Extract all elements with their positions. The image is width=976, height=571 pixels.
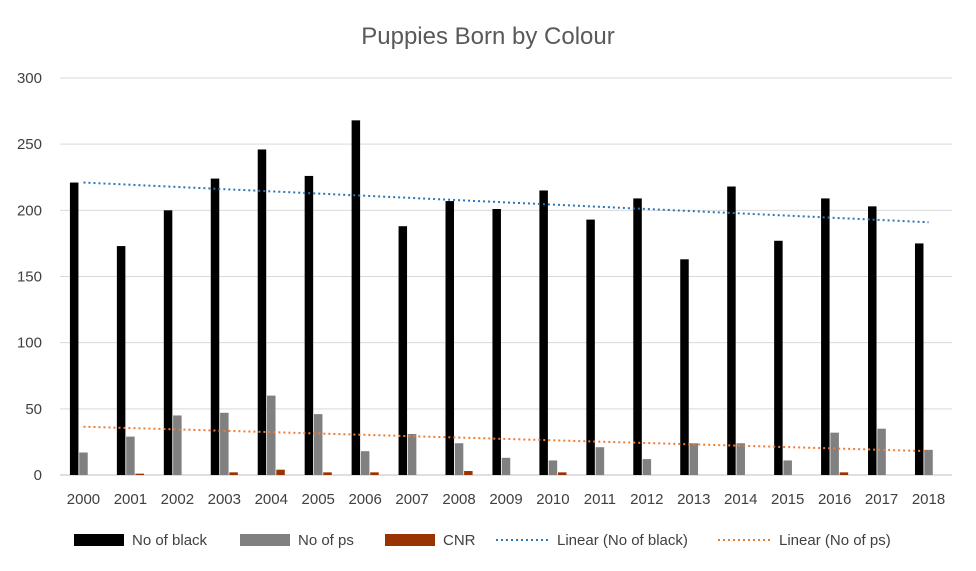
x-tick-label: 2011 [584,491,616,508]
x-tick-label: 2017 [865,491,898,508]
legend-label: CNR [443,532,476,549]
bar [736,443,745,475]
x-tick-label: 2009 [489,491,522,508]
bar [210,178,220,475]
trendlines [83,181,929,453]
bar [633,198,642,475]
x-tick-label: 2016 [818,491,851,508]
bar [924,449,933,475]
x-tick-label: 2013 [677,491,710,508]
trendline [83,425,929,453]
legend-label: Linear (No of ps) [779,532,891,549]
legend-swatch [385,534,435,546]
bar [830,432,839,475]
bar [501,457,511,475]
legend-item: No of ps [240,532,354,549]
bar [454,443,464,475]
x-tick-label: 2014 [724,491,757,508]
y-tick-label: 0 [34,467,42,484]
bar [229,472,238,475]
bar [539,190,548,475]
bar [877,428,886,475]
bar [173,415,182,475]
x-tick-label: 2010 [536,491,569,508]
x-tick-label: 2004 [255,491,288,508]
gridlines [60,77,952,476]
bar [868,206,877,475]
legend-label: Linear (No of black) [557,532,688,549]
bar [79,452,88,475]
bar [680,259,689,475]
bar [267,395,276,475]
x-tick-label: 2003 [208,491,241,508]
bar [351,120,361,475]
legend-swatch [74,534,124,546]
bar [304,175,314,475]
bar [689,443,699,475]
bar [914,243,924,475]
y-tick-label: 250 [17,136,42,153]
x-tick-label: 2000 [67,491,100,508]
x-tick-label: 2006 [348,491,381,508]
chart-title: Puppies Born by Colour [361,23,614,50]
legend-label: No of ps [298,532,354,549]
bar [642,459,652,475]
legend-item: CNR [385,532,476,549]
legend-item: No of black [74,532,208,549]
x-tick-label: 2005 [302,491,335,508]
bar [821,198,830,475]
y-tick-label: 200 [17,202,42,219]
x-tick-label: 2015 [771,491,804,508]
bar [586,219,595,475]
bar [220,412,229,475]
bar [407,433,417,475]
x-tick-label: 2001 [114,491,147,508]
bar [398,226,408,475]
y-tick-label: 150 [17,269,42,286]
x-tick-label: 2007 [395,491,428,508]
legend-item: Linear (No of black) [496,532,688,549]
bar [370,472,379,475]
y-axis-ticks: 0 50 100 150 200 250 300 [17,70,42,484]
bar [727,186,736,475]
bars [69,120,933,476]
legend-swatch [240,534,290,546]
bar [445,201,455,475]
legend: No of black No of ps CNR Linear (No of blac… [74,532,891,549]
y-tick-label: 300 [17,70,42,87]
bar [595,447,605,475]
bar [839,472,849,475]
trendline [83,181,929,224]
bar [548,460,558,475]
legend-item: Linear (No of ps) [718,532,891,549]
bar [323,472,332,475]
bar [126,436,135,475]
legend-label: No of black [132,532,208,549]
bar [464,471,473,475]
bar [360,451,370,475]
y-tick-label: 100 [17,335,42,352]
bar [783,460,792,475]
bar [774,240,783,475]
x-tick-label: 2002 [161,491,194,508]
x-axis-ticks: 2000 2001 2002 2003 2004 2005 2006 2007 2008 2009… [67,491,945,508]
bar [163,210,173,476]
x-tick-label: 2012 [630,491,663,508]
bar [135,473,144,475]
bar [492,209,501,475]
bar [313,414,323,475]
bar [116,246,126,475]
y-tick-label: 50 [25,401,42,418]
bar [257,149,267,475]
x-tick-label: 2018 [912,491,945,508]
bar [69,182,79,475]
bar [276,469,285,475]
bar [557,472,567,475]
x-tick-label: 2008 [442,491,475,508]
